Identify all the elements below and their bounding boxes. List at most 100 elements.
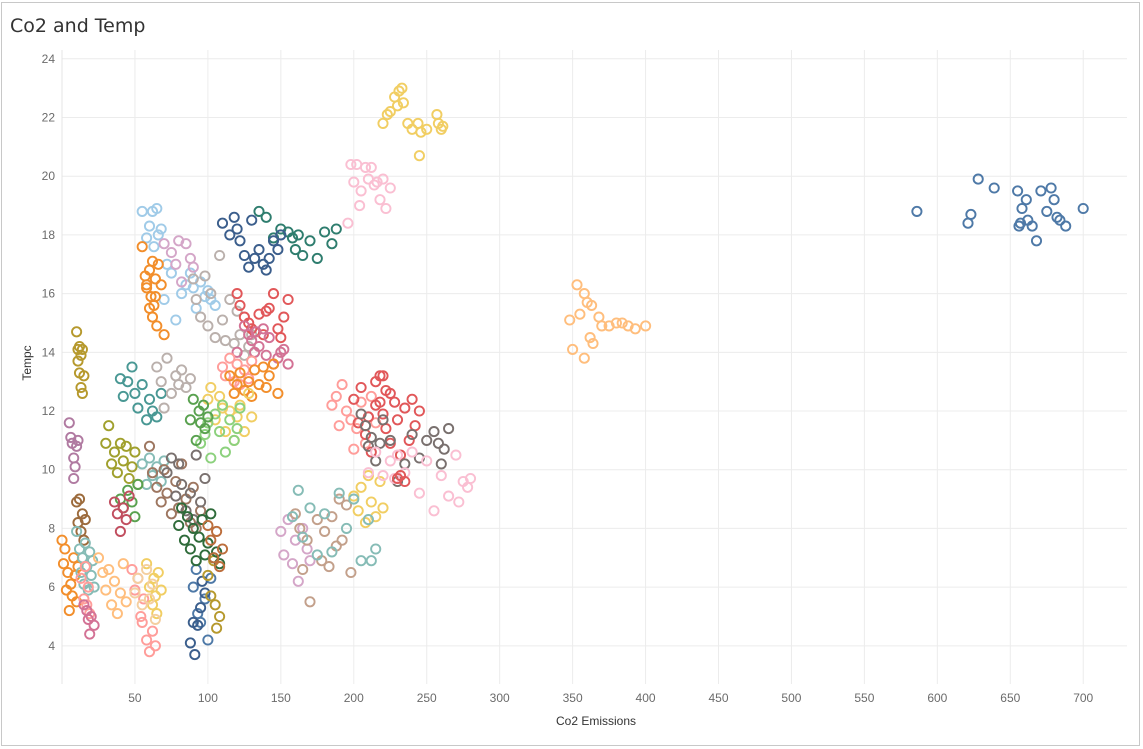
data-point[interactable] [397, 97, 409, 109]
data-point[interactable] [88, 619, 100, 631]
data-point[interactable] [224, 352, 236, 364]
data-point[interactable] [117, 502, 129, 514]
data-point[interactable] [209, 599, 221, 611]
data-point[interactable] [571, 279, 583, 291]
data-point[interactable] [187, 273, 199, 285]
data-point[interactable] [384, 455, 396, 467]
data-point[interactable] [278, 343, 290, 355]
data-point[interactable] [199, 428, 211, 441]
data-point[interactable] [180, 381, 192, 394]
data-point[interactable] [178, 534, 191, 546]
data-point[interactable] [443, 490, 455, 502]
data-point[interactable] [214, 426, 226, 438]
data-point[interactable] [1012, 185, 1024, 197]
data-point[interactable] [409, 420, 421, 432]
data-point[interactable] [326, 238, 338, 250]
data-point[interactable] [63, 605, 75, 617]
data-point[interactable] [370, 455, 382, 467]
data-point[interactable] [336, 534, 348, 546]
data-point[interactable] [421, 455, 433, 467]
data-point[interactable] [231, 305, 243, 317]
data-point[interactable] [370, 446, 382, 458]
data-point[interactable] [370, 376, 382, 388]
data-point[interactable] [120, 514, 132, 526]
data-point[interactable] [391, 100, 404, 112]
data-point[interactable] [143, 393, 156, 405]
data-point[interactable] [190, 449, 202, 461]
data-point[interactable] [190, 434, 202, 446]
data-point[interactable] [333, 493, 345, 505]
data-point[interactable] [184, 414, 196, 426]
data-point[interactable] [377, 502, 389, 514]
data-point[interactable] [593, 311, 605, 323]
data-point[interactable] [596, 320, 608, 332]
data-point[interactable] [117, 558, 129, 570]
data-point[interactable] [151, 411, 163, 423]
data-point[interactable] [155, 223, 167, 235]
data-point[interactable] [75, 349, 87, 361]
data-point[interactable] [146, 467, 159, 479]
data-point[interactable] [79, 514, 91, 526]
data-point[interactable] [108, 575, 121, 587]
data-point[interactable] [209, 332, 221, 344]
data-point[interactable] [464, 472, 477, 485]
data-point[interactable] [202, 411, 214, 423]
data-point[interactable] [84, 546, 96, 558]
data-point[interactable] [374, 475, 386, 488]
data-point[interactable] [267, 235, 280, 247]
data-point[interactable] [202, 519, 214, 532]
data-point[interactable] [141, 414, 153, 426]
data-point[interactable] [202, 320, 214, 332]
data-point[interactable] [187, 581, 199, 593]
data-point[interactable] [126, 461, 138, 473]
data-point[interactable] [354, 200, 366, 212]
data-point[interactable] [406, 393, 418, 405]
data-point[interactable] [122, 484, 134, 496]
data-point[interactable] [234, 367, 246, 379]
data-point[interactable] [78, 593, 90, 605]
data-point[interactable] [71, 440, 83, 452]
data-point[interactable] [365, 161, 377, 173]
data-point[interactable] [82, 581, 94, 593]
data-point[interactable] [219, 335, 231, 347]
data-point[interactable] [384, 387, 396, 399]
data-point[interactable] [260, 264, 272, 276]
data-point[interactable] [158, 464, 170, 476]
data-point[interactable] [199, 472, 211, 485]
data-point[interactable] [106, 599, 118, 611]
data-point[interactable] [319, 226, 331, 238]
data-point[interactable] [100, 437, 112, 449]
data-point[interactable] [640, 320, 652, 332]
data-point[interactable] [301, 543, 313, 555]
data-point[interactable] [141, 634, 153, 646]
data-point[interactable] [224, 229, 236, 241]
data-point[interactable] [365, 390, 377, 402]
data-point[interactable] [126, 361, 138, 373]
data-point[interactable] [319, 525, 331, 537]
data-point[interactable] [292, 484, 304, 496]
data-point[interactable] [63, 417, 75, 429]
data-point[interactable] [438, 443, 450, 455]
data-point[interactable] [184, 487, 196, 499]
data-point[interactable] [108, 446, 121, 458]
data-point[interactable] [272, 244, 284, 256]
data-point[interactable] [151, 202, 163, 215]
data-point[interactable] [348, 443, 360, 455]
data-point[interactable] [342, 217, 354, 229]
data-point[interactable] [263, 332, 275, 344]
data-point[interactable] [170, 314, 182, 326]
data-point[interactable] [413, 150, 425, 162]
data-point[interactable] [267, 288, 280, 300]
data-point[interactable] [122, 376, 134, 388]
data-point[interactable] [340, 499, 353, 511]
data-point[interactable] [187, 481, 199, 493]
data-point[interactable] [190, 563, 202, 576]
data-point[interactable] [1016, 202, 1028, 215]
data-point[interactable] [111, 508, 123, 520]
data-point[interactable] [195, 616, 207, 628]
data-point[interactable] [146, 578, 159, 590]
data-point[interactable] [196, 514, 208, 526]
data-point[interactable] [377, 117, 389, 129]
data-point[interactable] [136, 379, 148, 391]
data-point[interactable] [161, 467, 173, 479]
